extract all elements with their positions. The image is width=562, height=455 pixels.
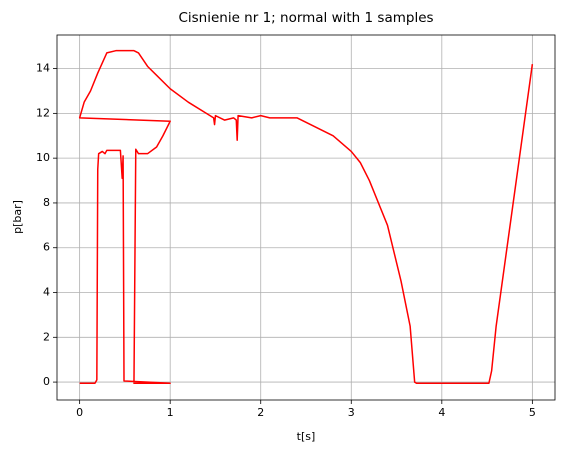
y-tick-label: 14 bbox=[36, 62, 50, 75]
x-tick-label: 0 bbox=[76, 406, 83, 419]
y-tick-label: 12 bbox=[36, 106, 50, 119]
x-tick-label: 5 bbox=[529, 406, 536, 419]
x-tick-label: 1 bbox=[167, 406, 174, 419]
y-tick-label: 0 bbox=[43, 375, 50, 388]
x-tick-label: 3 bbox=[348, 406, 355, 419]
y-tick-label: 6 bbox=[43, 241, 50, 254]
y-tick-label: 4 bbox=[43, 286, 50, 299]
y-axis-label: p[bar] bbox=[11, 200, 24, 234]
y-tick-label: 2 bbox=[43, 330, 50, 343]
y-tick-label: 10 bbox=[36, 151, 50, 164]
x-tick-label: 2 bbox=[257, 406, 264, 419]
plot-frame bbox=[56, 34, 556, 401]
chart-title: Cisnienie nr 1; normal with 1 samples bbox=[178, 10, 433, 26]
y-tick-label: 8 bbox=[43, 196, 50, 209]
x-tick-label: 4 bbox=[438, 406, 445, 419]
x-axis-label: t[s] bbox=[297, 430, 316, 443]
data-line bbox=[78, 49, 534, 384]
